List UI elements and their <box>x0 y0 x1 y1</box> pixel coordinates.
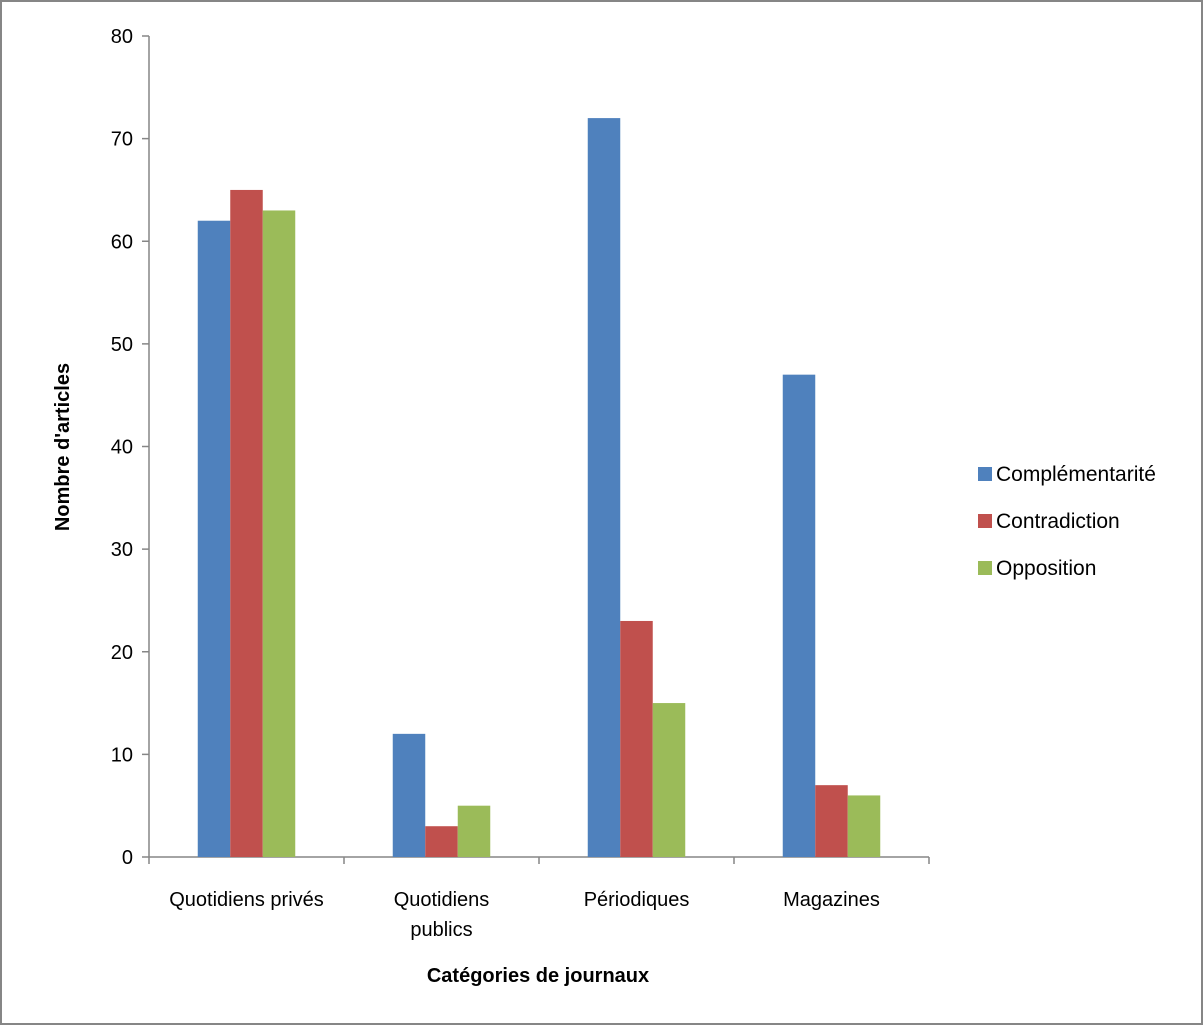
bar <box>230 189 263 857</box>
bar <box>652 703 686 857</box>
y-tick-label: 10 <box>111 744 133 766</box>
x-category-label: Quotidiens privés <box>169 889 324 911</box>
bars <box>197 118 881 858</box>
bar <box>620 620 653 857</box>
bar <box>197 220 231 858</box>
x-axis: Quotidiens privés Quotidiens publics Périod… <box>148 856 930 941</box>
legend-swatch <box>978 514 992 528</box>
legend: Complémentarité Contradiction Opposition <box>978 463 1156 580</box>
bar <box>587 118 621 858</box>
y-axis: 0 10 20 30 40 50 60 70 80 <box>111 26 150 869</box>
y-tick-label: 70 <box>111 129 133 151</box>
bar <box>815 785 848 857</box>
x-category-label: Quotidiens <box>394 889 490 911</box>
legend-label: Complémentarité <box>996 463 1156 486</box>
legend-swatch <box>978 467 992 481</box>
bar <box>847 795 881 857</box>
legend-swatch <box>978 561 992 575</box>
y-tick-label: 80 <box>111 26 133 48</box>
y-tick-label: 60 <box>111 231 133 253</box>
y-tick-label: 40 <box>111 437 133 459</box>
bar <box>262 210 296 857</box>
x-axis-title: Catégories de journaux <box>427 965 649 987</box>
y-tick-label: 20 <box>111 642 133 664</box>
x-category-label: Magazines <box>783 889 880 911</box>
legend-label: Contradiction <box>996 510 1120 533</box>
y-axis-title: Nombre d'articles <box>52 363 74 531</box>
bar <box>457 805 491 857</box>
y-tick-label: 50 <box>111 334 133 356</box>
x-category-label: Périodiques <box>584 889 690 911</box>
bar <box>425 826 458 857</box>
bar <box>392 733 426 857</box>
bar <box>782 374 816 857</box>
y-tick-label: 0 <box>122 847 133 869</box>
x-category-label: publics <box>410 919 472 941</box>
legend-label: Opposition <box>996 557 1096 580</box>
y-tick-label: 30 <box>111 539 133 561</box>
